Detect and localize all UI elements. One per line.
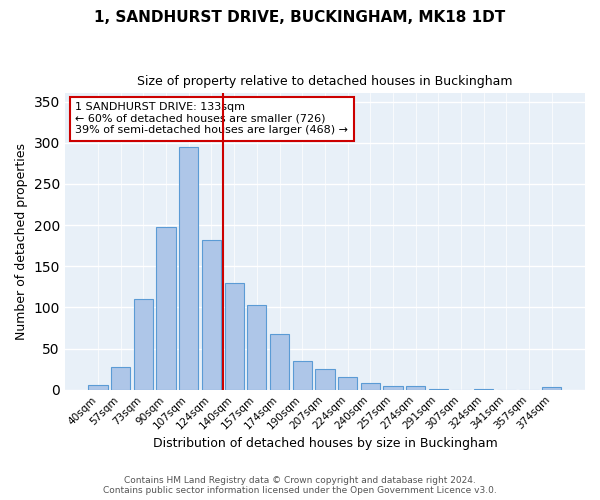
Text: 1 SANDHURST DRIVE: 133sqm
← 60% of detached houses are smaller (726)
39% of semi: 1 SANDHURST DRIVE: 133sqm ← 60% of detac… xyxy=(75,102,348,136)
Bar xyxy=(134,299,153,390)
Text: Contains HM Land Registry data © Crown copyright and database right 2024.
Contai: Contains HM Land Registry data © Crown c… xyxy=(103,476,497,495)
Bar xyxy=(474,389,493,390)
Bar xyxy=(542,388,562,390)
Y-axis label: Number of detached properties: Number of detached properties xyxy=(15,143,28,340)
Bar xyxy=(179,147,199,390)
Bar xyxy=(338,376,357,390)
Bar xyxy=(111,366,130,390)
Title: Size of property relative to detached houses in Buckingham: Size of property relative to detached ho… xyxy=(137,75,512,88)
Bar xyxy=(361,383,380,390)
Bar xyxy=(247,305,266,390)
Bar xyxy=(270,334,289,390)
Bar xyxy=(88,385,108,390)
X-axis label: Distribution of detached houses by size in Buckingham: Distribution of detached houses by size … xyxy=(152,437,497,450)
Bar xyxy=(224,282,244,390)
Bar xyxy=(428,389,448,390)
Bar xyxy=(315,369,335,390)
Bar xyxy=(406,386,425,390)
Text: 1, SANDHURST DRIVE, BUCKINGHAM, MK18 1DT: 1, SANDHURST DRIVE, BUCKINGHAM, MK18 1DT xyxy=(94,10,506,25)
Bar xyxy=(383,386,403,390)
Bar xyxy=(157,226,176,390)
Bar xyxy=(202,240,221,390)
Bar xyxy=(293,361,312,390)
